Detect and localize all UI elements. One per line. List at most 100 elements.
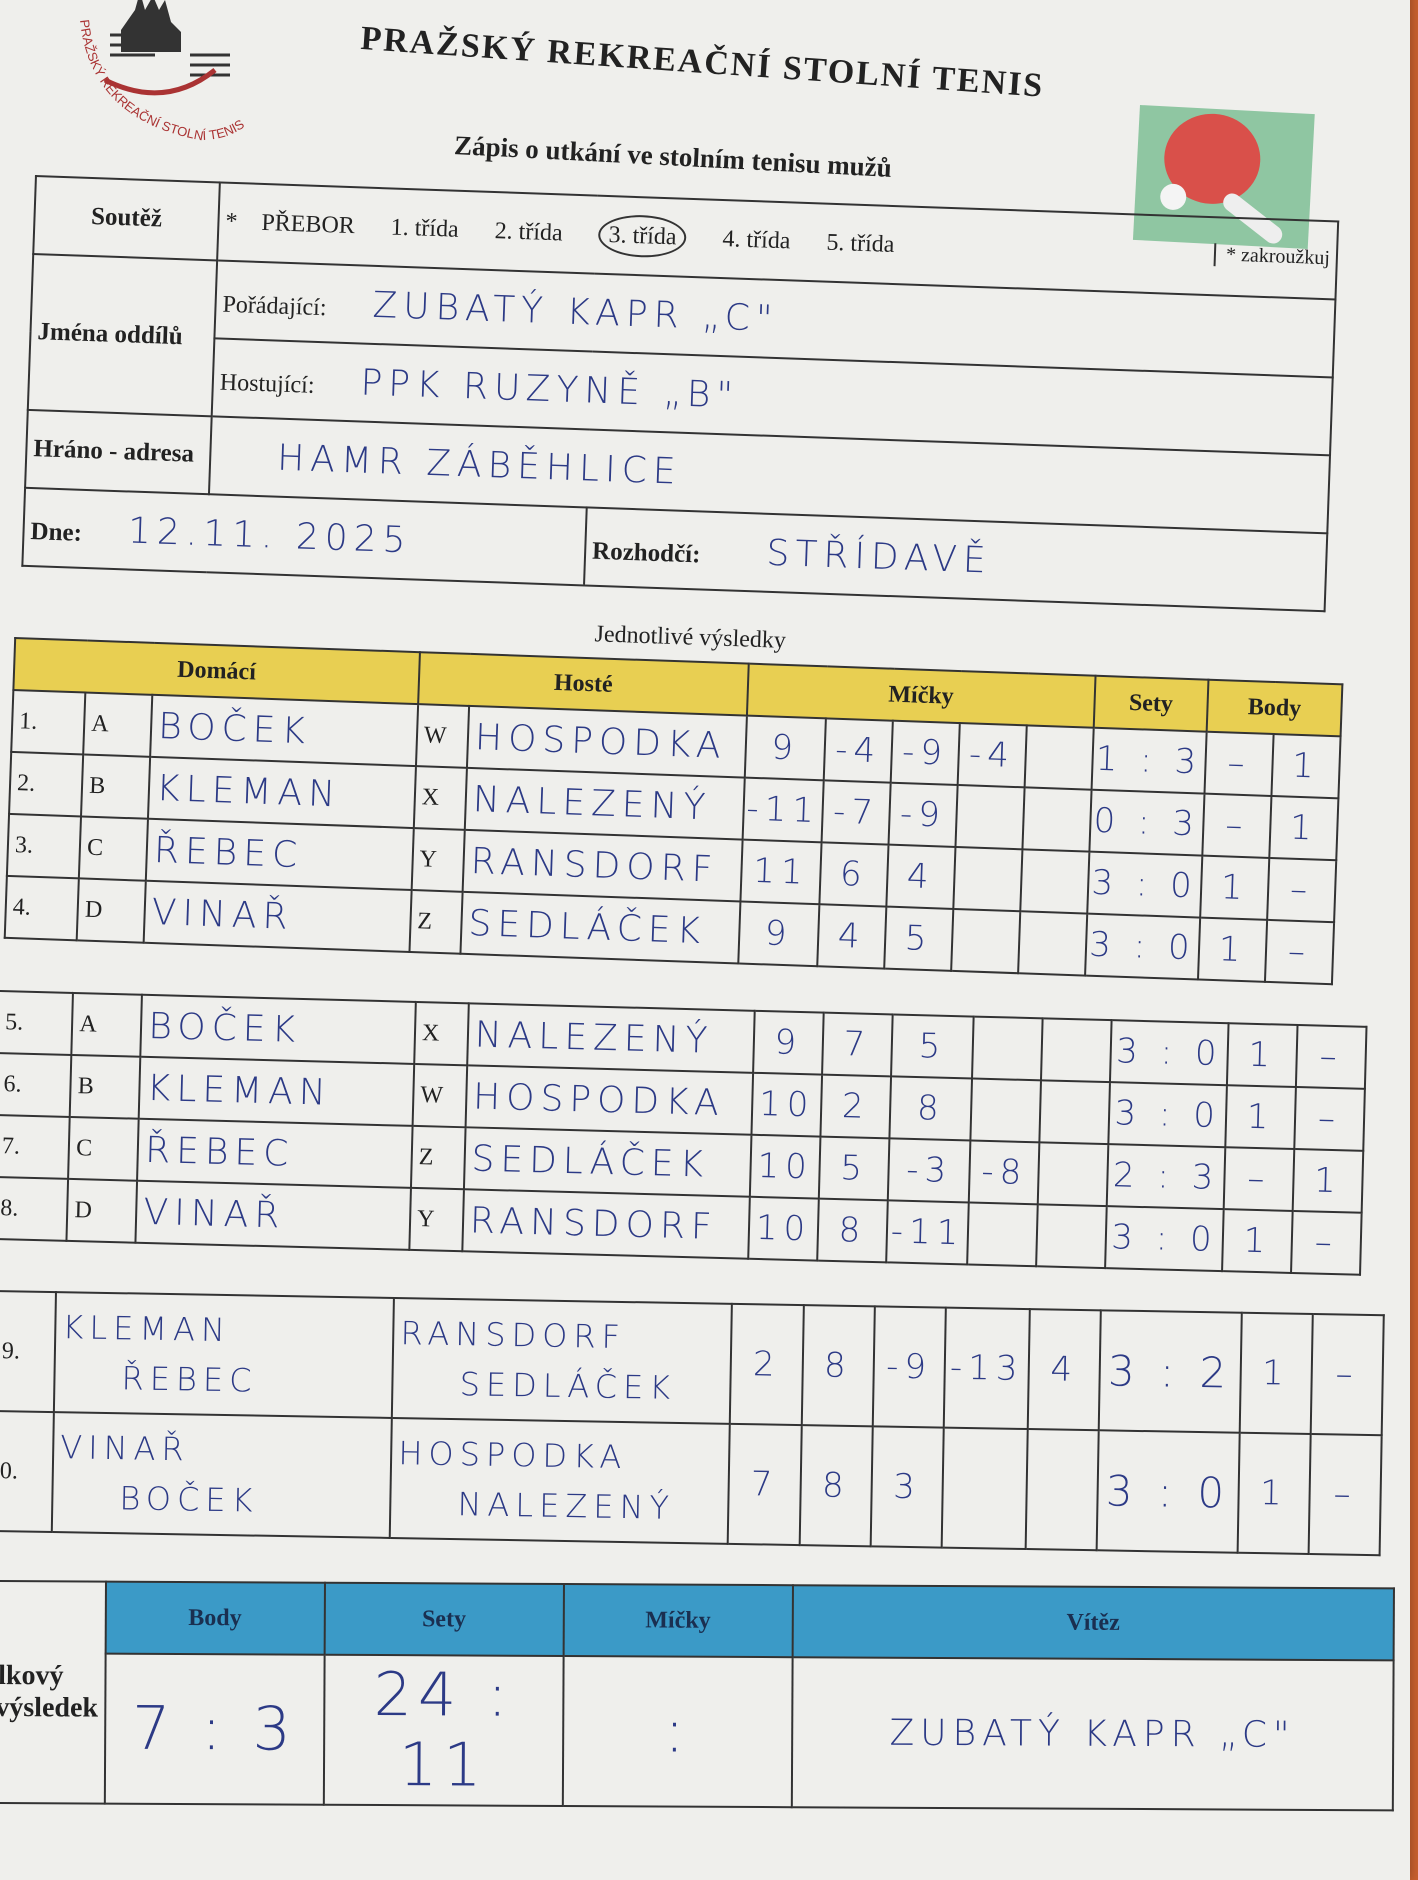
points-guest: – <box>1294 1087 1365 1151</box>
venue-label: Hráno - adresa <box>25 409 212 495</box>
ball-score: 7 <box>728 1423 802 1546</box>
totals-label: Celkový výsledek <box>0 1581 106 1804</box>
ball-score: 3 <box>870 1426 944 1548</box>
ball-score: 11 <box>740 839 822 905</box>
ball-score: 10 <box>751 1072 823 1137</box>
home-player: KLEMAN <box>62 1308 232 1350</box>
ball-score <box>950 908 1021 974</box>
col-total-balls: Míčky <box>563 1584 793 1658</box>
col-points: Body <box>1206 679 1343 737</box>
sets-score: 3 : 2 <box>1098 1310 1242 1433</box>
doubles-table: 9. KLEMAN ŘEBEC RANSDORF SEDLÁČEK 2 8 -9 -13 4 3 :… <box>0 1290 1385 1556</box>
points-home: – <box>1202 793 1272 858</box>
guest-pair: HOSPODKA NALEZENÝ <box>389 1417 731 1544</box>
date-label: Dne: <box>30 517 83 547</box>
ball-score: 7 <box>822 1012 893 1077</box>
prst-logo: PRAŽSKÝ REKREAČNÍ STOLNÍ TENIS <box>40 0 280 155</box>
home-letter: D <box>66 1178 138 1243</box>
guest-player: NALEZENÝ <box>466 1003 755 1073</box>
sets-score: 1 : 3 <box>1091 727 1207 794</box>
points-home: 1 <box>1239 1312 1313 1434</box>
guest-letter: X <box>413 766 467 830</box>
ball-score: -9 <box>890 720 960 785</box>
home-team-label: Pořádající: <box>222 291 327 321</box>
ball-score <box>955 784 1025 850</box>
class-option: PŘEBOR <box>261 209 356 239</box>
ball-score: 8 <box>817 1198 888 1263</box>
col-total-sets: Sety <box>324 1582 564 1657</box>
class-option: 1. třída <box>390 213 460 243</box>
circle-note: * zakroužkuj <box>1213 242 1331 270</box>
ball-score <box>1036 1204 1107 1269</box>
ball-score: -9 <box>888 782 958 847</box>
points-guest: 1 <box>1271 733 1341 799</box>
total-sets: 24 : 11 <box>323 1654 564 1807</box>
home-letter: A <box>71 992 143 1057</box>
match-number: 0. <box>0 1410 54 1533</box>
ball-score: -8 <box>969 1140 1040 1205</box>
points-guest: 1 <box>1292 1148 1364 1213</box>
home-player: KLEMAN <box>138 1056 415 1126</box>
home-player: ŘEBEC <box>121 1359 258 1400</box>
ball-score <box>1041 1018 1112 1083</box>
guest-team-value: PPK RUZYNĚ „B" <box>359 362 740 417</box>
guest-letter: Y <box>411 828 465 892</box>
col-winner: Vítěz <box>792 1585 1394 1661</box>
doubles-row: 0. VINAŘ BOČEK HOSPODKA NALEZENÝ 7 8 3 3 : 0 1– <box>0 1410 1382 1556</box>
date-value: 12.11. 2025 <box>127 509 413 561</box>
ball-score <box>967 1202 1039 1267</box>
class-option: 5. třída <box>825 229 895 258</box>
home-pair: VINAŘ BOČEK <box>51 1412 393 1538</box>
ball-score: -3 <box>887 1138 971 1203</box>
competition-label: Soutěž <box>33 176 220 261</box>
guest-player: SEDLÁČEK <box>460 891 741 964</box>
ball-score: 5 <box>890 1014 974 1079</box>
sets-score: 0 : 3 <box>1089 789 1205 856</box>
class-option: 4. třída <box>722 225 791 254</box>
sets-score: 3 : 0 <box>1108 1082 1227 1148</box>
points-guest: – <box>1290 1210 1362 1275</box>
guest-player: SEDLÁČEK <box>459 1365 677 1407</box>
ball-score: 8 <box>889 1076 973 1141</box>
match-number: 8. <box>0 1176 69 1241</box>
home-player: VINAŘ <box>143 880 412 952</box>
points-guest: – <box>1267 857 1337 923</box>
match-number: 7. <box>0 1114 71 1179</box>
ball-score <box>1017 911 1087 976</box>
home-player: VINAŘ <box>135 1180 411 1250</box>
points-guest: – <box>1295 1025 1367 1089</box>
guest-letter: W <box>415 704 470 768</box>
match-info-table: Soutěž * PŘEBOR 1. třída 2. třída 3. třída 4… <box>21 175 1339 612</box>
ball-score <box>1039 1080 1111 1145</box>
class-option: 3. třída <box>597 213 688 259</box>
ball-score: 10 <box>748 1196 819 1261</box>
singles-table-1: Jednotlivé výsledky Domácí Hosté Míčky S… <box>4 615 1344 985</box>
guest-player: HOSPODKA <box>398 1434 628 1477</box>
ball-score: 9 <box>738 901 820 967</box>
col-total-points: Body <box>105 1581 325 1655</box>
guest-player: RANSDORF <box>462 1189 750 1259</box>
singles-caption: Jednotlivé výsledky <box>594 621 787 654</box>
guest-letter: X <box>414 1001 469 1066</box>
home-player: BOČEK <box>119 1479 259 1520</box>
home-letter: C <box>68 1116 139 1181</box>
match-number: 6. <box>0 1053 72 1117</box>
match-number: 3. <box>6 813 82 879</box>
venue-value: HAMR ZÁBĚHLICE <box>276 437 683 493</box>
doubles-row: 9. KLEMAN ŘEBEC RANSDORF SEDLÁČEK 2 8 -9 -13 4 3 :… <box>0 1291 1384 1436</box>
ball-score <box>1038 1142 1109 1207</box>
ball-score <box>1024 725 1094 790</box>
ball-score: 9 <box>753 1010 824 1075</box>
match-number: 2. <box>9 751 84 817</box>
home-pair: KLEMAN ŘEBEC <box>53 1292 395 1418</box>
guest-letter: W <box>412 1063 467 1128</box>
match-number: 1. <box>11 689 86 755</box>
home-player: ŘEBEC <box>145 818 414 891</box>
points-home: 1 <box>1197 917 1268 982</box>
ball-score: -11 <box>886 1200 970 1265</box>
form-subtitle: Zápis o utkání ve stolním tenisu mužů <box>453 130 893 183</box>
ball-score: 5 <box>818 1136 890 1201</box>
page-title: PRAŽSKÝ REKREAČNÍ STOLNÍ TENIS <box>359 20 1046 105</box>
ball-score: 4 <box>886 844 956 909</box>
